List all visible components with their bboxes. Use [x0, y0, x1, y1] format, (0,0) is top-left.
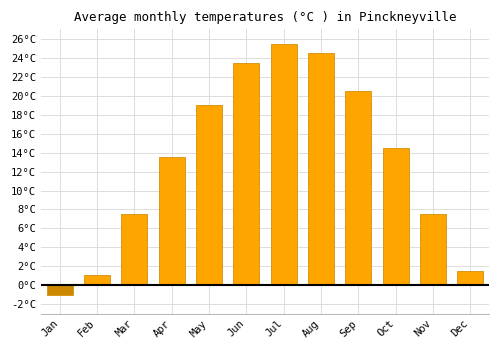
Bar — [420, 214, 446, 285]
Bar — [270, 44, 296, 285]
Bar — [46, 285, 72, 295]
Bar — [121, 214, 148, 285]
Bar — [84, 275, 110, 285]
Bar — [457, 271, 483, 285]
Bar — [196, 105, 222, 285]
Bar — [345, 91, 372, 285]
Title: Average monthly temperatures (°C ) in Pinckneyville: Average monthly temperatures (°C ) in Pi… — [74, 11, 456, 24]
Bar — [382, 148, 408, 285]
Bar — [158, 158, 184, 285]
Bar — [233, 63, 260, 285]
Bar — [308, 53, 334, 285]
